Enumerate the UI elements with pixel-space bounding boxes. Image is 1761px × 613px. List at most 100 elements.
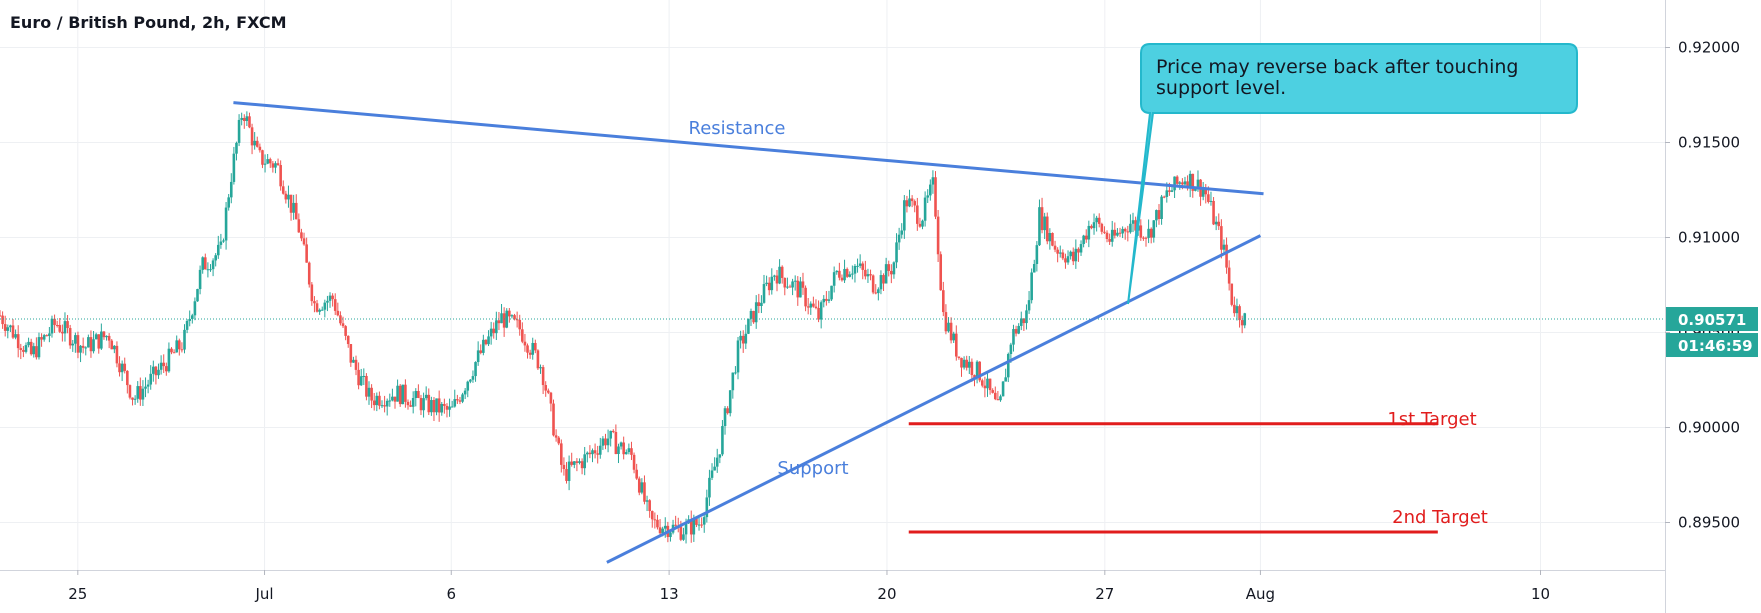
candle-body <box>58 325 62 332</box>
candle-body <box>591 450 594 455</box>
candle-body <box>1178 182 1182 184</box>
candle-body <box>1230 283 1234 305</box>
candle-body <box>689 519 693 535</box>
candle-body <box>489 328 493 337</box>
candle-body <box>830 285 833 300</box>
price-badge[interactable] <box>1666 307 1758 332</box>
candle-body <box>910 198 914 202</box>
candle-body <box>1201 189 1205 197</box>
y-tick-label: 0.91000 <box>1678 229 1740 247</box>
candle-body <box>632 454 636 470</box>
candle-body <box>1170 190 1174 192</box>
candle-body <box>115 345 119 364</box>
candle-body <box>383 405 386 407</box>
y-tick-label: 0.89500 <box>1678 514 1740 532</box>
candle-body <box>1030 272 1033 301</box>
candle-body <box>554 435 558 438</box>
candle-body <box>573 461 576 465</box>
candle-body <box>209 269 212 271</box>
candle-body <box>965 359 968 368</box>
candle-body <box>780 266 784 278</box>
candle-body <box>391 396 394 401</box>
candle-body <box>552 403 555 436</box>
candle-body <box>180 349 184 351</box>
candle-body <box>466 381 470 391</box>
y-tick-label: 0.90000 <box>1678 419 1740 437</box>
candle-body <box>292 202 295 213</box>
candle-body <box>931 177 935 185</box>
candle-body <box>123 363 127 371</box>
candle-body <box>274 163 277 168</box>
candle-body <box>1069 251 1072 257</box>
candle-body <box>352 359 355 363</box>
candle-body <box>27 341 30 346</box>
candle-body <box>128 385 132 398</box>
candle-body <box>1006 353 1010 378</box>
candle-body <box>1092 222 1096 229</box>
candle-body <box>991 390 994 393</box>
candle-body <box>521 329 524 342</box>
x-tick-label: 6 <box>446 585 456 603</box>
candle-body <box>895 242 898 263</box>
candle-body <box>601 438 605 446</box>
countdown-badge[interactable] <box>1666 333 1758 358</box>
candle-body <box>648 500 651 512</box>
candle-body <box>786 286 789 288</box>
candle-body <box>219 241 223 245</box>
candle-body <box>42 335 46 340</box>
grid <box>0 0 1665 570</box>
candle-body <box>94 334 98 340</box>
candle-body <box>705 497 709 518</box>
candle-body <box>957 356 961 358</box>
candle-body <box>892 262 896 275</box>
candle-body <box>48 333 51 337</box>
candle-body <box>232 153 236 182</box>
candle-body <box>752 310 755 323</box>
callout-text-line2: support level. <box>1156 77 1286 99</box>
candle-body <box>1238 306 1241 321</box>
candle-body <box>578 461 581 463</box>
candle-body <box>744 333 748 344</box>
candle-body <box>661 528 664 534</box>
candle-body <box>1217 221 1221 227</box>
candle-body <box>110 340 114 350</box>
candle-body <box>1074 248 1078 262</box>
candle-body <box>890 270 893 275</box>
candle-body <box>523 341 527 346</box>
candle-body <box>593 450 597 454</box>
candle-body <box>1051 233 1054 246</box>
candle-body <box>430 400 433 413</box>
candle-body <box>960 357 963 368</box>
candle-body <box>999 396 1002 401</box>
candle-body <box>414 391 418 399</box>
candle-body <box>793 280 797 282</box>
candle-body <box>375 395 379 406</box>
candle-body <box>1025 310 1028 324</box>
candle-body <box>443 403 446 406</box>
candle-body <box>887 264 891 271</box>
x-tick-label: Aug <box>1246 585 1275 603</box>
candle-body <box>1183 181 1187 185</box>
candle-body <box>437 398 441 413</box>
candle-body <box>19 348 23 350</box>
candle-body <box>1009 344 1013 354</box>
callout-text-line1: Price may reverse back after touching <box>1156 56 1518 78</box>
candle-body <box>645 500 649 502</box>
candle-body <box>757 302 761 307</box>
candle-body <box>406 401 410 406</box>
candle-body <box>37 337 41 358</box>
candle-body <box>188 318 192 321</box>
support-line[interactable] <box>606 234 1262 564</box>
candle-body <box>916 205 919 224</box>
resistance-line[interactable] <box>233 101 1264 196</box>
candle-body <box>726 408 729 414</box>
candle-body <box>53 318 56 325</box>
candle-body <box>1113 229 1117 236</box>
candle-body <box>869 274 872 276</box>
candle-body <box>3 324 7 331</box>
callout-box[interactable] <box>1127 43 1578 305</box>
candle-body <box>903 200 906 231</box>
candle-body <box>1035 245 1039 265</box>
